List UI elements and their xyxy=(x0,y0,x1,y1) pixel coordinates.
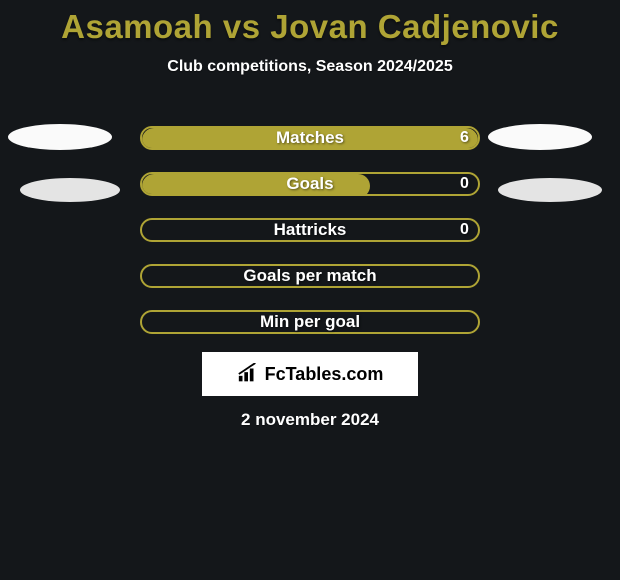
stat-row: Goals per match xyxy=(0,264,620,288)
decorative-ellipse xyxy=(498,178,602,202)
bar-value: 6 xyxy=(460,126,469,150)
decorative-ellipse xyxy=(20,178,120,202)
bar-fill xyxy=(142,128,478,150)
page-subtitle: Club competitions, Season 2024/2025 xyxy=(0,58,620,76)
stat-row: Hattricks0 xyxy=(0,218,620,242)
chart-canvas: Asamoah vs Jovan Cadjenovic Club competi… xyxy=(0,0,620,580)
bar-track xyxy=(140,264,480,288)
bar-track xyxy=(140,126,480,150)
brand-text: FcTables.com xyxy=(265,364,384,385)
bar-value: 0 xyxy=(460,172,469,196)
page-title: Asamoah vs Jovan Cadjenovic xyxy=(0,0,620,46)
decorative-ellipse xyxy=(488,124,592,150)
bar-track xyxy=(140,310,480,334)
brand-logo-box: FcTables.com xyxy=(202,352,418,396)
bar-value: 0 xyxy=(460,218,469,242)
bar-track xyxy=(140,172,480,196)
bar-track xyxy=(140,218,480,242)
footer-date: 2 november 2024 xyxy=(0,410,620,430)
stat-row: Min per goal xyxy=(0,310,620,334)
decorative-ellipse xyxy=(8,124,112,150)
bar-chart-icon xyxy=(237,363,259,385)
bar-fill xyxy=(142,174,370,196)
